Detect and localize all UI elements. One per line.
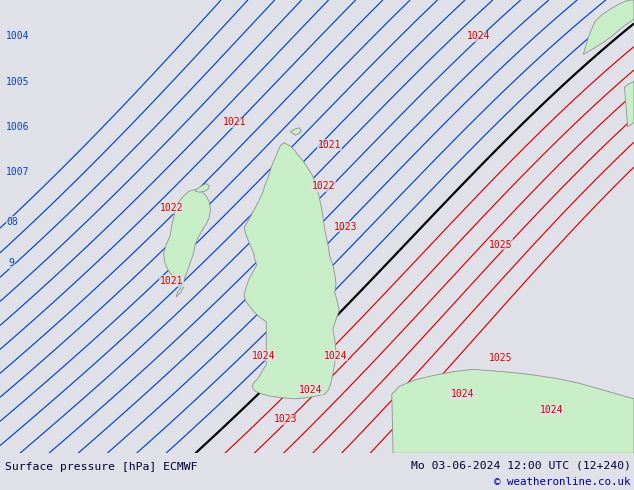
Text: 1024: 1024: [251, 351, 275, 361]
Text: 1023: 1023: [333, 221, 358, 232]
Polygon shape: [195, 184, 209, 192]
Text: 1005: 1005: [6, 76, 30, 87]
Text: 1023: 1023: [273, 414, 297, 424]
Text: 1021: 1021: [159, 276, 183, 286]
Text: 1025: 1025: [489, 353, 513, 363]
Text: 1024: 1024: [299, 385, 323, 395]
Polygon shape: [164, 190, 210, 297]
Text: 1025: 1025: [489, 240, 513, 250]
Text: Mo 03-06-2024 12:00 UTC (12+240): Mo 03-06-2024 12:00 UTC (12+240): [411, 460, 631, 470]
Text: 1024: 1024: [451, 390, 475, 399]
Text: 1004: 1004: [6, 31, 30, 41]
Text: 1006: 1006: [6, 122, 30, 132]
Polygon shape: [624, 82, 634, 127]
Text: 1007: 1007: [6, 167, 30, 177]
Polygon shape: [244, 143, 339, 399]
Polygon shape: [392, 369, 634, 453]
Text: 1022: 1022: [311, 181, 335, 191]
Polygon shape: [290, 128, 301, 135]
Text: 1021: 1021: [318, 140, 342, 150]
Text: 1021: 1021: [223, 118, 247, 127]
Text: 08: 08: [7, 217, 18, 227]
Polygon shape: [583, 0, 634, 54]
Text: 1024: 1024: [467, 31, 491, 41]
Text: 1024: 1024: [324, 351, 348, 361]
Text: © weatheronline.co.uk: © weatheronline.co.uk: [495, 477, 631, 487]
Text: Surface pressure [hPa] ECMWF: Surface pressure [hPa] ECMWF: [5, 462, 198, 472]
Text: 9: 9: [8, 258, 15, 268]
Text: 1022: 1022: [159, 203, 183, 214]
Text: 1024: 1024: [540, 405, 564, 415]
